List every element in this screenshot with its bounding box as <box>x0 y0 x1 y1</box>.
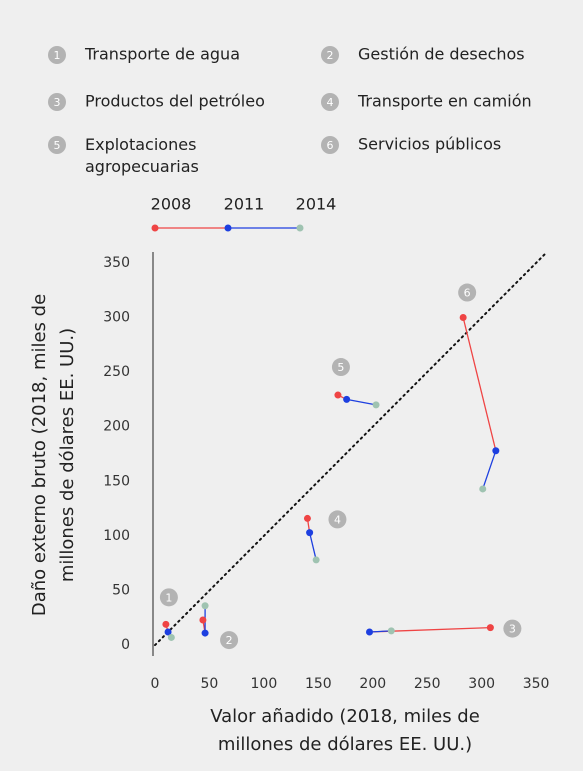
badge <box>48 136 66 154</box>
badge-number: 5 <box>337 361 344 374</box>
connector <box>462 317 497 451</box>
badge <box>503 619 522 638</box>
badge-number: 4 <box>334 513 341 526</box>
connector <box>308 532 317 561</box>
year-legend-label: 2014 <box>296 195 337 214</box>
badge <box>321 93 339 111</box>
legend-label-line: agropecuarias <box>85 157 199 176</box>
badge <box>48 93 66 111</box>
badge-number: 2 <box>327 49 334 62</box>
point <box>486 624 494 632</box>
badge-number: 6 <box>464 287 471 300</box>
x-tick-label: 0 <box>151 676 160 692</box>
x-tick-label: 100 <box>251 676 278 692</box>
badge-number: 4 <box>327 96 334 109</box>
y-axis-label: Daño externo bruto (2018, miles de <box>29 294 50 616</box>
point <box>167 633 175 641</box>
connector <box>369 630 392 633</box>
legend-label: Servicios públicos <box>358 135 501 154</box>
legend-label: Transporte de agua <box>84 45 240 64</box>
badge <box>328 510 347 529</box>
badge-number: 1 <box>54 49 61 62</box>
point <box>303 514 311 522</box>
y-tick-label: 150 <box>103 473 130 489</box>
year-legend-dot <box>296 224 304 232</box>
badge <box>331 358 350 377</box>
point <box>334 391 342 399</box>
point <box>162 620 170 628</box>
year-legend-dot <box>224 224 232 232</box>
legend-label: Transporte en camión <box>357 92 532 111</box>
badge-number: 6 <box>327 139 334 152</box>
point <box>387 627 395 635</box>
y-tick-label: 350 <box>103 255 130 271</box>
point <box>306 529 314 537</box>
badge <box>159 588 178 607</box>
point <box>492 447 500 455</box>
y-tick-label: 50 <box>112 582 130 598</box>
x-axis-label: Valor añadido (2018, miles de <box>210 706 480 727</box>
connector <box>346 398 377 406</box>
legend-label: Explotaciones agropecuarias <box>85 135 201 176</box>
badge <box>321 136 339 154</box>
x-tick-label: 200 <box>359 676 386 692</box>
point <box>372 401 380 409</box>
badge-number: 1 <box>165 591 172 604</box>
point <box>479 485 487 493</box>
x-axis-label: millones de dólares EE. UU.) <box>218 734 472 755</box>
point <box>201 602 209 610</box>
point <box>201 629 209 637</box>
year-legend-dot <box>151 224 159 232</box>
badge <box>458 283 477 302</box>
point <box>366 628 374 636</box>
diagonal <box>154 251 548 647</box>
x-tick-label: 150 <box>305 676 332 692</box>
badge <box>321 46 339 64</box>
point <box>164 628 172 636</box>
x-tick-label: 300 <box>468 676 495 692</box>
year-legend-label: 2011 <box>224 195 265 214</box>
point <box>343 395 351 403</box>
point <box>459 314 467 322</box>
badge-number: 3 <box>54 96 61 109</box>
connector <box>482 450 497 490</box>
badge-number: 5 <box>54 139 61 152</box>
x-tick-label: 50 <box>201 676 219 692</box>
y-tick-label: 300 <box>103 310 130 326</box>
legend-label: Gestión de desechos <box>358 45 525 64</box>
point <box>312 556 320 564</box>
year-legend-label: 2008 <box>151 195 192 214</box>
badge <box>48 46 66 64</box>
y-tick-label: 200 <box>103 419 130 435</box>
x-tick-label: 350 <box>523 676 550 692</box>
point <box>199 616 207 624</box>
legend-label: Productos del petróleo <box>85 92 265 111</box>
y-tick-label: 0 <box>121 637 130 653</box>
badge-number: 3 <box>509 623 516 636</box>
y-axis-label: millones de dólares EE. UU.) <box>57 328 78 582</box>
legend-label-line: Explotaciones <box>85 135 201 154</box>
y-tick-label: 250 <box>103 364 130 380</box>
x-tick-label: 250 <box>414 676 441 692</box>
badge <box>220 631 239 650</box>
y-tick-label: 100 <box>103 528 130 544</box>
badge-number: 2 <box>226 634 233 647</box>
